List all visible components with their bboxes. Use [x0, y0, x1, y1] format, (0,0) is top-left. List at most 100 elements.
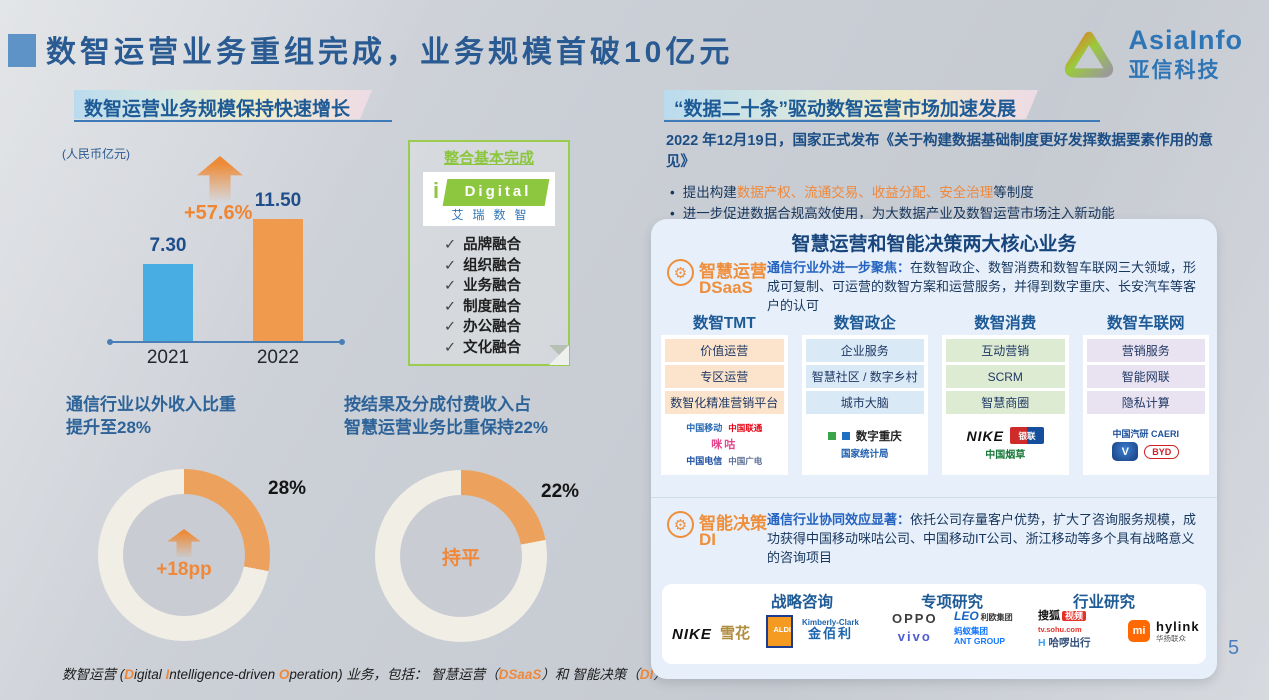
column-row: 数智化精准营销平台 — [665, 391, 784, 414]
china-unicom-logo: 中国联通 — [728, 422, 763, 433]
column-row: 智慧商圈 — [946, 391, 1065, 414]
column-row: 智能网联 — [1086, 365, 1205, 388]
bullet-text: 提出构建 — [682, 185, 737, 200]
bullet-text: 进一步促进数据合规高效使用，为大数据产业及数智运营市场注入新动能 — [682, 206, 1115, 221]
asiainfo-logo-text-cn: 亚信科技 — [1128, 59, 1221, 82]
check-item: ✓ 制度融合 — [444, 297, 568, 318]
oppo-vivo-logos: OPPO vivo — [892, 611, 938, 645]
section-underline — [664, 120, 1100, 122]
dsaas-abbr: DSaaS — [699, 278, 753, 297]
footnote-text: ）和 智能决策（ — [541, 667, 640, 682]
bullet-dot: • — [670, 206, 675, 221]
column-row: 隐私计算 — [1086, 391, 1205, 414]
column-header: 数智TMT — [692, 315, 756, 332]
footnote-highlight: DSaaS — [498, 667, 542, 682]
metric-heading-2: 按结果及分成付费收入占 智慧运营业务比重保持22% — [344, 393, 548, 439]
digital-chongqing-icon — [841, 432, 850, 440]
unit-label: (人民币亿元) — [62, 147, 130, 161]
column-row: 城市大脑 — [805, 391, 924, 414]
growth-label: +57.6% — [184, 202, 253, 224]
unionpay-logo: 银联 — [1009, 427, 1044, 444]
bar-value-2022: 11.50 — [254, 190, 302, 211]
footnote: 数智运营 (Digital Intelligence-driven Operat… — [62, 663, 667, 683]
metric-heading-line: 智慧运营业务比重保持22% — [344, 418, 549, 437]
footnote-text: 数智运营 ( — [62, 667, 125, 682]
check-item-label: 业务融合 — [463, 278, 522, 294]
card-title: 智慧运营和智能决策两大核心业务 — [791, 234, 1077, 255]
core-business-card: 智慧运营和智能决策两大核心业务 ⚙ 智慧运营 DSaaS 通信行业外进一步聚焦：… — [651, 219, 1217, 679]
check-icon: ✓ — [444, 278, 457, 294]
research-box: 战略咨询 专项研究 行业研究 NIKE 雪花 ALDI Kimberly-Cla… — [662, 584, 1206, 664]
client-logos: 中国汽研 CAERI V BYD — [1087, 417, 1206, 471]
column-row: 互动营销 — [946, 339, 1065, 362]
check-item: ✓ 办公融合 — [444, 317, 568, 338]
di-description: 通信行业协同效应显著：依托公司存量客户优势，扩大了咨询服务规模，成功获得中国移动… — [767, 510, 1207, 567]
sohu-hello-logos: 搜狐 视频 tv.sohu.com H 哈啰出行 — [1038, 610, 1091, 649]
caeri-logo: 中国汽研 CAERI — [1112, 429, 1179, 439]
check-icon: ✓ — [444, 257, 457, 274]
digital-chongqing-logo: 数字重庆 — [855, 431, 902, 443]
snow-beer-logo: 雪花 — [720, 625, 751, 642]
column-box: 价值运营 专区运营 数智化精准营销平台 中国移动 中国联通 咪咕 中国电信 中国… — [661, 335, 788, 475]
check-icon: ✓ — [444, 237, 457, 253]
year-label-2022: 2022 — [256, 347, 300, 368]
donut-label-28: 28% — [268, 478, 307, 499]
business-columns: 数智TMT 价值运营 专区运营 数智化精准营销平台 中国移动 中国联通 咪咕 中… — [661, 311, 1209, 475]
check-icon: ✓ — [444, 339, 457, 356]
check-item-label: 组织融合 — [463, 257, 522, 274]
donut-center: 持平 — [400, 495, 522, 617]
asiainfo-logo: AsiaInfo 亚信科技 — [1058, 24, 1243, 86]
check-item: ✓ 组织融合 — [444, 256, 568, 277]
section-title-left: 数智运营业务规模保持快速增长 — [74, 90, 372, 119]
column-row: SCRM — [946, 365, 1065, 388]
client-logos: NIKE 银联 中国烟草 — [946, 417, 1065, 471]
byd-logo: BYD — [1144, 444, 1180, 459]
bar-2021 — [143, 264, 193, 341]
card-divider — [651, 497, 1217, 498]
nike-logo: NIKE — [672, 626, 712, 643]
integration-checklist: ✓ 品牌融合 ✓ 组织融合 ✓ 业务融合 ✓ 制度融合 ✓ 办公融合 ✓ 文化融合 — [444, 235, 568, 358]
column-tmt: 数智TMT 价值运营 专区运营 数智化精准营销平台 中国移动 中国联通 咪咕 中… — [661, 311, 788, 475]
china-mobile-logo: 中国移动 — [686, 423, 723, 433]
column-vehicle: 数智车联网 营销服务 智能网联 隐私计算 中国汽研 CAERI V BYD — [1082, 311, 1209, 475]
column-header: 数智消费 — [974, 315, 1037, 332]
column-header: 数智政企 — [833, 315, 896, 332]
sohu-video-logo: 搜狐 视频 — [1038, 610, 1087, 623]
footnote-text: igital — [134, 667, 166, 682]
di-abbr: DI — [699, 530, 716, 549]
digital-chongqing-icon — [827, 432, 836, 440]
cbn-logo: 中国广电 — [728, 455, 763, 466]
leo-ant-logos: LEO 利欧集团 蚂蚁集团 ANT GROUP — [954, 609, 1013, 646]
bullet-text: 等制度 — [993, 185, 1034, 200]
footnote-highlight: DI — [639, 667, 654, 682]
asiainfo-logo-text-en: AsiaInfo — [1128, 25, 1243, 55]
idigital-logo-text: Digital — [464, 183, 532, 200]
client-logos: 数字重庆 国家统计局 — [806, 417, 925, 471]
x-axis — [107, 339, 345, 345]
footnote-highlight: I — [165, 667, 170, 682]
di-text: 依托公司存量客户优势，扩大了咨询服务规模，成功获得中国移动咪咕公司、中国移动IT… — [767, 512, 1197, 565]
donut-center: +18pp — [123, 494, 245, 616]
column-row: 专区运营 — [665, 365, 784, 388]
column-box: 互动营销 SCRM 智慧商圈 NIKE 银联 中国烟草 — [942, 335, 1069, 475]
bullet-item: • 进一步促进数据合规高效使用，为大数据产业及数智运营市场注入新动能 — [670, 203, 1222, 224]
metric-heading-1: 通信行业以外收入比重 提升至28% — [66, 393, 236, 439]
page-curl — [549, 345, 569, 365]
idigital-logo: i Digital 艾瑞数智 — [423, 172, 555, 226]
metric-heading-line: 提升至28% — [66, 418, 152, 437]
footnote-highlight: O — [278, 667, 290, 682]
stats-bureau-logo: 国家统计局 — [840, 449, 889, 460]
footnote-highlight: D — [124, 667, 134, 682]
hylink-logo: hylink 华扬联众 — [1156, 619, 1200, 643]
dsaas-lead: 通信行业外进一步聚焦： — [767, 260, 911, 275]
page-number: 5 — [1228, 637, 1240, 659]
integration-box: 整合基本完成 i Digital 艾瑞数智 ✓ 品牌融合 ✓ 组织融合 ✓ 业务融合 … — [408, 140, 570, 366]
gear-icon: ⚙ — [667, 511, 694, 538]
donut-center-text: +18pp — [156, 559, 212, 580]
gear-icon: ⚙ — [667, 259, 694, 286]
idigital-logo-i: i — [433, 178, 440, 203]
check-icon: ✓ — [444, 319, 457, 335]
migu-logo: 咪咕 — [711, 439, 738, 451]
column-box: 企业服务 智慧社区 / 数字乡村 城市大脑 数字重庆 国家统计局 — [801, 335, 928, 475]
